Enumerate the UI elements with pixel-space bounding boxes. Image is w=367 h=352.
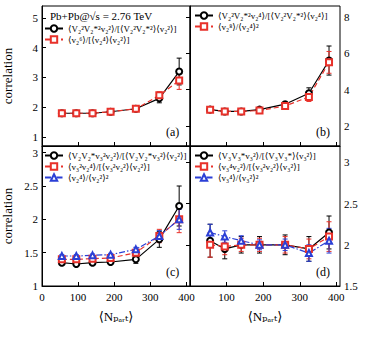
svg-text:3: 3 (33, 147, 39, 159)
svg-text:(a): (a) (166, 125, 179, 139)
svg-text:8: 8 (344, 11, 350, 23)
svg-text:correlation: correlation (0, 47, 15, 104)
svg-text:1.5: 1.5 (344, 280, 358, 292)
svg-text:2.5: 2.5 (24, 180, 38, 192)
svg-text:2: 2 (33, 101, 39, 113)
svg-text:1.5: 1.5 (24, 247, 38, 259)
svg-text:2: 2 (344, 120, 350, 132)
svg-text:⟨V₂²V₂*²v₂²⟩/[⟨V₂²V₂*²⟩⟨v₂²⟩]: ⟨V₂²V₂*²v₂²⟩/[⟨V₂²V₂*²⟩⟨v₂²⟩] (68, 24, 177, 34)
svg-text:300: 300 (142, 291, 159, 303)
svg-text:6: 6 (344, 47, 350, 59)
svg-text:3: 3 (344, 156, 350, 168)
svg-text:300: 300 (292, 291, 309, 303)
svg-text:3: 3 (33, 71, 39, 83)
svg-text:100: 100 (218, 291, 235, 303)
svg-text:2: 2 (344, 239, 350, 251)
svg-text:100: 100 (70, 291, 87, 303)
svg-text:Pb+Pb@√s = 2.76 TeV: Pb+Pb@√s = 2.76 TeV (50, 10, 152, 22)
svg-text:5: 5 (33, 12, 39, 24)
svg-text:2: 2 (33, 213, 39, 225)
svg-text:4: 4 (344, 84, 350, 96)
svg-text:⟨V₃V₃*v₃²⟩/[⟨V₃V₃*⟩⟨v₃²⟩]: ⟨V₃V₃*v₃²⟩/[⟨V₃V₃*⟩⟨v₃²⟩] (218, 151, 316, 161)
svg-text:4: 4 (33, 42, 39, 54)
svg-text:⟨V₂²V₂*²v₂⁴⟩/[⟨V₂²V₂*²⟩⟨v₂⁴⟩]: ⟨V₂²V₂*²v₂⁴⟩/[⟨V₂²V₂*²⟩⟨v₂⁴⟩] (218, 11, 327, 21)
svg-text:⟨v₂⁴⟩/⟨v₂²⟩²: ⟨v₂⁴⟩/⟨v₂²⟩² (68, 173, 109, 183)
svg-text:(c): (c) (166, 265, 179, 279)
svg-text:1: 1 (33, 280, 39, 292)
svg-text:⟨Nₚₐᵣₜ⟩: ⟨Nₚₐᵣₜ⟩ (99, 309, 133, 324)
svg-text:400: 400 (178, 291, 195, 303)
svg-text:correlation: correlation (0, 187, 15, 244)
svg-text:⟨v₃⁴v₂²⟩/[⟨v₃²v₂²⟩⟨v₃²⟩]: ⟨v₃⁴v₂²⟩/[⟨v₃²v₂²⟩⟨v₃²⟩] (218, 162, 300, 172)
svg-text:⟨v₂⁶⟩/[⟨v₂⁴⟩⟨v₂²⟩]: ⟨v₂⁶⟩/[⟨v₂⁴⟩⟨v₂²⟩] (68, 35, 129, 45)
svg-text:200: 200 (255, 291, 272, 303)
svg-text:(d): (d) (316, 265, 330, 279)
svg-text:(b): (b) (316, 125, 330, 139)
svg-text:1: 1 (33, 131, 39, 143)
svg-text:200: 200 (106, 291, 123, 303)
svg-text:2.5: 2.5 (344, 198, 358, 210)
svg-text:400: 400 (328, 291, 345, 303)
svg-text:⟨v₃²v₂⁴⟩/[⟨v₃²v₂²⟩⟨v₂²⟩]: ⟨v₃²v₂⁴⟩/[⟨v₃²v₂²⟩⟨v₂²⟩] (68, 162, 150, 172)
svg-text:⟨V₂V₂*v₃²v₂²⟩/[⟨V₂V₂*v₃²⟩⟨v₂²⟩: ⟨V₂V₂*v₃²v₂²⟩/[⟨V₂V₂*v₃²⟩⟨v₂²⟩] (68, 151, 186, 161)
svg-text:⟨v₂⁸⟩/⟨v₂⁴⟩²: ⟨v₂⁸⟩/⟨v₂⁴⟩² (218, 22, 259, 32)
svg-text:0: 0 (39, 291, 45, 303)
svg-text:⟨Nₚₐᵣₜ⟩: ⟨Nₚₐᵣₜ⟩ (248, 309, 282, 324)
svg-text:⟨v₃⁴⟩/⟨v₃²⟩²: ⟨v₃⁴⟩/⟨v₃²⟩² (218, 173, 259, 183)
